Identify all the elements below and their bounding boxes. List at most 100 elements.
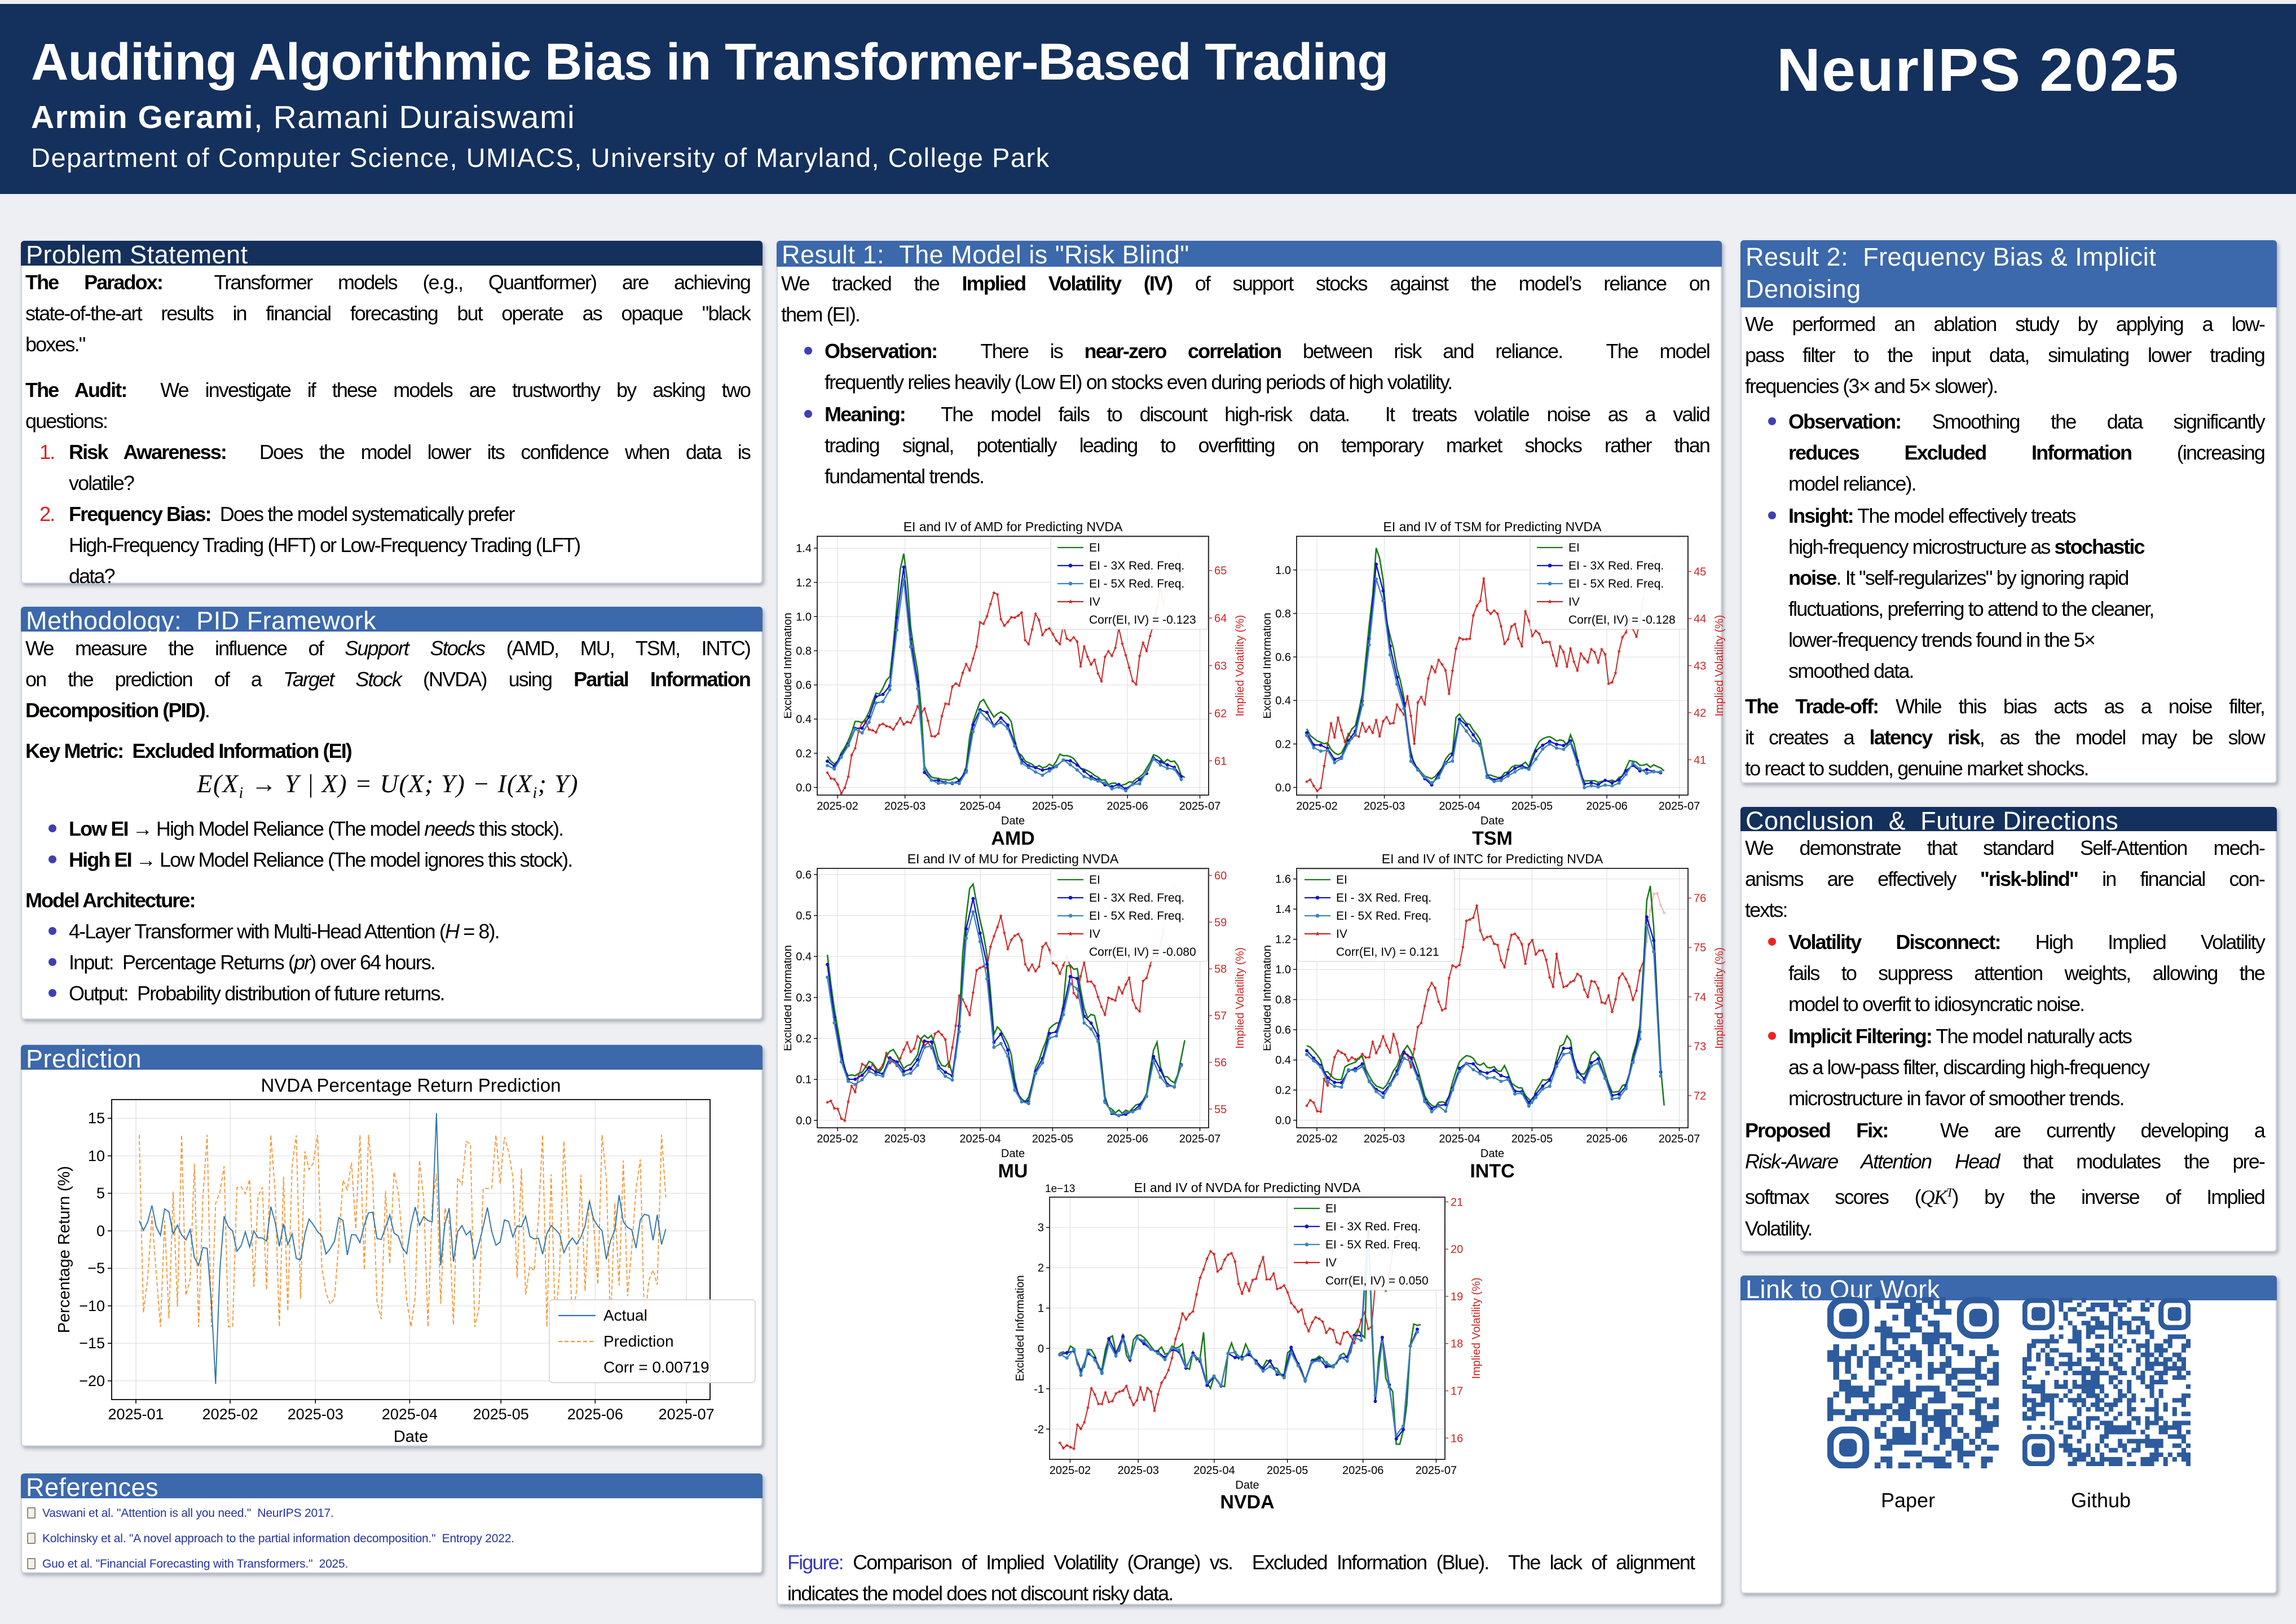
svg-text:0.6: 0.6 [796,869,812,881]
svg-text:2025-02: 2025-02 [202,1406,258,1423]
svg-text:2025-06: 2025-06 [1107,800,1148,813]
svg-text:NVDA: NVDA [1220,1491,1274,1513]
svg-text:65: 65 [1214,565,1227,577]
svg-text:0.2: 0.2 [796,748,812,760]
svg-text:75: 75 [1694,942,1706,954]
svg-text:2025-05: 2025-05 [1511,1133,1553,1145]
svg-text:0.2: 0.2 [796,1033,812,1045]
svg-text:EI: EI [1336,873,1347,886]
svg-text:2025-04: 2025-04 [1439,1133,1480,1145]
svg-text:IV: IV [1089,928,1100,941]
svg-text:Excluded Information: Excluded Information [784,945,794,1051]
svg-text:1: 1 [1038,1303,1044,1315]
svg-text:Prediction: Prediction [603,1332,674,1350]
svg-text:59: 59 [1214,916,1227,929]
svg-text:−15: −15 [79,1335,105,1352]
svg-text:63: 63 [1214,660,1227,673]
svg-text:18: 18 [1451,1338,1463,1351]
svg-text:2025-07: 2025-07 [1179,800,1220,813]
svg-text:1.4: 1.4 [1275,903,1291,916]
svg-text:1e−13: 1e−13 [1045,1183,1075,1195]
svg-text:15: 15 [88,1110,105,1127]
svg-text:2025-02: 2025-02 [817,800,858,813]
svg-text:58: 58 [1214,963,1227,976]
svg-text:−20: −20 [79,1373,105,1389]
svg-text:60: 60 [1214,870,1227,882]
svg-text:EI and IV of MU for Predicting: EI and IV of MU for Predicting NVDA [907,851,1119,866]
svg-text:2025-01: 2025-01 [108,1406,164,1423]
svg-text:Corr(EI, IV) = -0.128: Corr(EI, IV) = -0.128 [1568,614,1676,626]
svg-text:IV: IV [1325,1256,1337,1269]
svg-text:Date: Date [1480,1148,1504,1160]
svg-text:IV: IV [1089,595,1100,608]
svg-text:2025-05: 2025-05 [1032,1133,1073,1145]
svg-text:2025-05: 2025-05 [473,1406,529,1423]
svg-text:EI: EI [1089,541,1100,554]
svg-text:2: 2 [1038,1262,1044,1274]
svg-text:EI and IV of AMD for Predictin: EI and IV of AMD for Predicting NVDA [904,519,1123,534]
svg-text:2025-04: 2025-04 [1439,800,1480,813]
svg-text:Excluded Information: Excluded Information [1263,613,1273,719]
svg-text:EI: EI [1568,541,1580,554]
svg-text:10: 10 [88,1148,105,1164]
svg-text:Implied Volatility (%): Implied Volatility (%) [1470,1277,1483,1379]
svg-text:Corr(EI, IV) = -0.080: Corr(EI, IV) = -0.080 [1089,946,1196,959]
svg-text:0.3: 0.3 [796,992,812,1004]
svg-text:EI and IV of TSM for Predictin: EI and IV of TSM for Predicting NVDA [1383,519,1602,534]
svg-text:0.0: 0.0 [1275,1115,1291,1127]
svg-text:NVDA Percentage Return Predict: NVDA Percentage Return Prediction [261,1075,561,1096]
svg-text:2025-03: 2025-03 [1364,1133,1405,1145]
svg-text:-2: -2 [1034,1423,1044,1436]
svg-text:EI - 3X Red. Freq.: EI - 3X Red. Freq. [1089,559,1184,572]
svg-text:2025-02: 2025-02 [1296,1133,1337,1145]
svg-text:INTC: INTC [1470,1160,1514,1182]
svg-text:2025-03: 2025-03 [1117,1464,1158,1477]
svg-text:0.4: 0.4 [1275,1054,1291,1067]
svg-text:74: 74 [1694,991,1706,1004]
svg-text:2025-03: 2025-03 [288,1406,343,1423]
svg-text:0.8: 0.8 [1275,608,1291,620]
svg-text:0.4: 0.4 [1275,695,1291,707]
svg-text:2025-07: 2025-07 [1659,1133,1700,1145]
svg-text:Excluded Information: Excluded Information [1015,1276,1026,1382]
svg-text:Date: Date [394,1428,428,1446]
svg-text:TSM: TSM [1472,828,1513,849]
svg-text:57: 57 [1214,1010,1227,1022]
svg-text:Date: Date [1001,815,1025,827]
svg-text:1.0: 1.0 [1275,564,1291,577]
svg-text:2025-02: 2025-02 [1050,1464,1091,1477]
svg-text:Actual: Actual [603,1307,647,1324]
svg-text:41: 41 [1694,754,1706,766]
svg-text:2025-04: 2025-04 [959,1133,1001,1145]
svg-text:2025-03: 2025-03 [884,1133,926,1145]
svg-text:Corr(EI, IV) = 0.121: Corr(EI, IV) = 0.121 [1336,946,1439,959]
svg-text:55: 55 [1214,1104,1227,1116]
svg-text:61: 61 [1214,755,1227,767]
svg-text:Corr = 0.00719: Corr = 0.00719 [603,1358,709,1376]
svg-text:1.2: 1.2 [796,577,812,589]
svg-text:3: 3 [1038,1222,1044,1234]
svg-text:0.8: 0.8 [1275,994,1291,1007]
svg-text:64: 64 [1214,612,1227,625]
svg-text:2025-06: 2025-06 [1342,1464,1383,1477]
svg-text:1.6: 1.6 [1275,873,1291,886]
svg-text:2025-07: 2025-07 [1416,1464,1457,1477]
svg-text:72: 72 [1694,1090,1706,1102]
svg-text:Corr(EI, IV) = -0.123: Corr(EI, IV) = -0.123 [1089,614,1196,626]
svg-text:45: 45 [1694,566,1706,579]
svg-text:17: 17 [1451,1385,1463,1398]
svg-text:1.2: 1.2 [1275,934,1291,946]
svg-text:0.1: 0.1 [796,1074,812,1086]
svg-text:0.0: 0.0 [1275,782,1291,795]
svg-text:0.0: 0.0 [796,782,812,794]
svg-text:43: 43 [1694,660,1706,673]
svg-text:2025-07: 2025-07 [1179,1133,1220,1145]
svg-text:EI - 5X Red. Freq.: EI - 5X Red. Freq. [1089,910,1184,923]
svg-text:2025-05: 2025-05 [1267,1464,1308,1477]
svg-text:Excluded Information: Excluded Information [1263,945,1273,1051]
svg-text:2025-06: 2025-06 [1107,1133,1148,1145]
svg-text:1.0: 1.0 [1275,964,1291,976]
svg-text:2025-06: 2025-06 [567,1406,623,1423]
svg-text:5: 5 [96,1185,105,1202]
svg-text:Date: Date [1001,1148,1025,1160]
